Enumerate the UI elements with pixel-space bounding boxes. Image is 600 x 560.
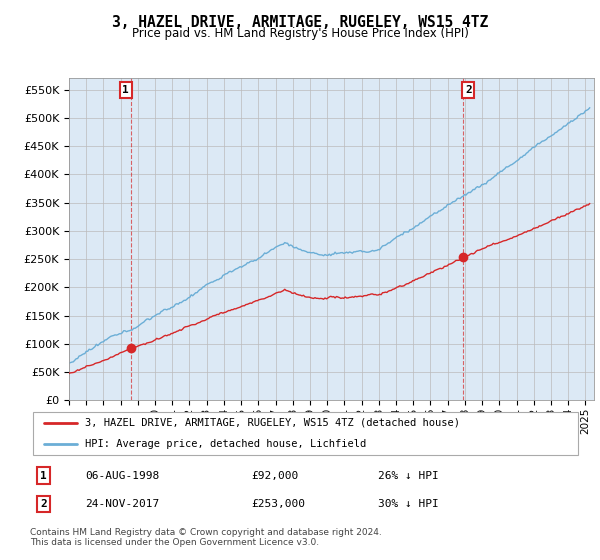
Text: 1: 1 <box>40 470 47 480</box>
Text: £92,000: £92,000 <box>251 470 298 480</box>
Text: 26% ↓ HPI: 26% ↓ HPI <box>378 470 439 480</box>
FancyBboxPatch shape <box>33 412 578 455</box>
Text: Price paid vs. HM Land Registry's House Price Index (HPI): Price paid vs. HM Land Registry's House … <box>131 27 469 40</box>
Text: 3, HAZEL DRIVE, ARMITAGE, RUGELEY, WS15 4TZ (detached house): 3, HAZEL DRIVE, ARMITAGE, RUGELEY, WS15 … <box>85 418 460 428</box>
Text: 06-AUG-1998: 06-AUG-1998 <box>85 470 160 480</box>
Text: 1: 1 <box>122 85 129 95</box>
Text: 30% ↓ HPI: 30% ↓ HPI <box>378 499 439 509</box>
Text: 3, HAZEL DRIVE, ARMITAGE, RUGELEY, WS15 4TZ: 3, HAZEL DRIVE, ARMITAGE, RUGELEY, WS15 … <box>112 15 488 30</box>
Text: 2: 2 <box>465 85 472 95</box>
Text: HPI: Average price, detached house, Lichfield: HPI: Average price, detached house, Lich… <box>85 439 367 449</box>
Text: 2: 2 <box>40 499 47 509</box>
Text: £253,000: £253,000 <box>251 499 305 509</box>
Text: Contains HM Land Registry data © Crown copyright and database right 2024.
This d: Contains HM Land Registry data © Crown c… <box>30 528 382 547</box>
Text: 24-NOV-2017: 24-NOV-2017 <box>85 499 160 509</box>
